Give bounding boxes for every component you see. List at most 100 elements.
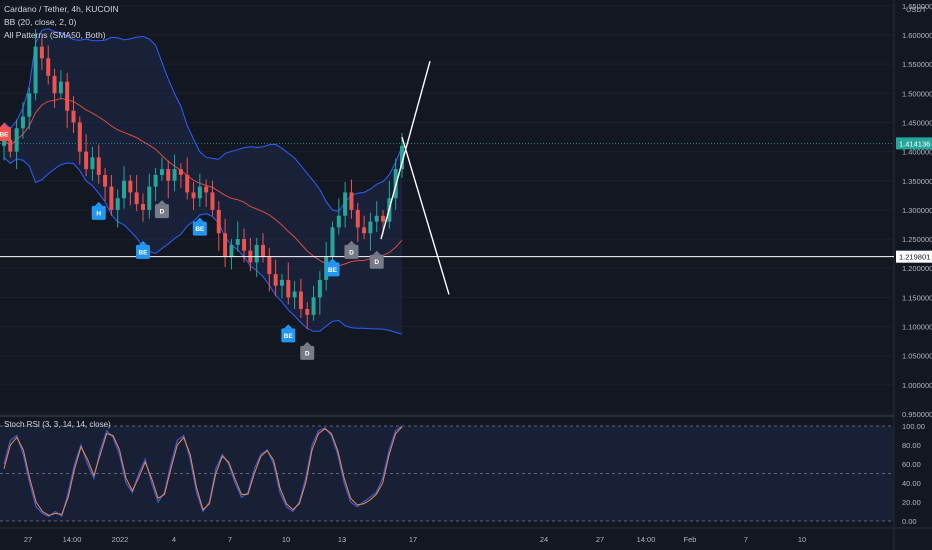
candle-body <box>46 58 51 76</box>
candle-body <box>204 186 209 193</box>
candle-body <box>298 291 303 310</box>
candle-body <box>197 186 202 199</box>
candle-body <box>191 192 196 199</box>
candle-body <box>8 139 13 152</box>
time-tick-label: 13 <box>338 535 346 544</box>
candle-body <box>39 46 44 59</box>
pattern-tag-label: D <box>305 350 310 357</box>
candle-body <box>374 215 379 222</box>
time-tick-label: 7 <box>228 535 232 544</box>
pattern-tag-label: H <box>96 210 101 217</box>
price-tick-label: 1.000000 <box>902 381 932 390</box>
pattern-tag-arrow <box>94 201 103 206</box>
pattern-tag: H <box>91 201 106 220</box>
pattern-tag: D <box>300 341 315 360</box>
pattern-tag: BE <box>192 217 207 236</box>
bb-legend[interactable]: BB (20, close, 2, 0) <box>4 17 77 27</box>
rsi-tick-label: 100.00 <box>902 422 925 431</box>
bb-fill <box>4 28 402 335</box>
pattern-tag: BE <box>0 122 11 141</box>
pattern-tag-box <box>344 244 359 259</box>
pattern-tag: D <box>344 240 359 259</box>
pattern-tag-arrow <box>303 341 312 346</box>
rsi-legend[interactable]: Stoch RSI (3, 3, 14, 14, close) <box>4 420 111 429</box>
price-tick-label: 0.950000 <box>902 410 932 419</box>
patterns-legend[interactable]: All Patterns (SMA50, Both) <box>4 30 106 40</box>
candle-body <box>65 81 70 111</box>
candle-body <box>122 180 127 199</box>
candle-body <box>115 198 120 210</box>
candle-body <box>33 46 38 94</box>
rsi-tick-label: 0.00 <box>902 517 917 526</box>
last-price-label: 1.414136 <box>899 139 930 148</box>
trend-line-down <box>401 136 450 295</box>
candle-body <box>235 239 240 245</box>
price-tick-label: 1.250000 <box>902 235 932 244</box>
candle-body <box>147 186 152 210</box>
pattern-tag-box <box>192 221 207 236</box>
level-tag <box>896 250 932 263</box>
time-tick-label: 10 <box>282 535 290 544</box>
candle-body <box>58 81 63 94</box>
candle-body <box>84 151 89 170</box>
price-tick-label: 1.500000 <box>902 89 932 98</box>
pattern-tag-arrow <box>195 217 204 222</box>
price-tick-label: 1.400000 <box>902 148 932 157</box>
rsi-tick-label: 20.00 <box>902 498 921 507</box>
candle-body <box>159 169 164 175</box>
pattern-tags: BE H BE D BE BE D BE D D <box>0 122 384 360</box>
time-tick-label: 2022 <box>112 535 129 544</box>
pattern-tag-box <box>91 205 106 220</box>
stoch-k-line <box>3 425 403 518</box>
candle-body <box>134 192 139 205</box>
currency-label: USDT <box>906 5 927 14</box>
price-tick-label: 1.600000 <box>902 31 932 40</box>
pattern-tag: D <box>154 200 169 219</box>
pattern-tag-box <box>154 204 169 219</box>
candle-body <box>128 180 133 193</box>
candle-body <box>381 215 386 222</box>
candle-body <box>77 122 82 152</box>
pattern-tag: BE <box>135 240 150 259</box>
time-axis[interactable]: 27 14:00 2022 4 7 10 13 17 24 27 14:00 Feb 7 10 <box>24 535 806 544</box>
price-tick-label: 1.350000 <box>902 177 932 186</box>
time-tick-label: 14:00 <box>63 535 82 544</box>
price-tick-label: 1.050000 <box>902 352 932 361</box>
time-tick-label: Feb <box>684 535 697 544</box>
rsi-tick-label: 60.00 <box>902 460 921 469</box>
candle-body <box>210 192 215 210</box>
pattern-tag-arrow <box>284 324 293 329</box>
candle-body <box>2 139 6 146</box>
symbol-legend[interactable]: Cardano / Tether, 4h, KUCOIN <box>4 4 119 14</box>
time-tick-label: 17 <box>409 535 417 544</box>
candlesticks <box>2 29 404 330</box>
pattern-tag-arrow <box>157 200 166 205</box>
time-tick-label: 14:00 <box>637 535 656 544</box>
candle-body <box>229 244 234 257</box>
candle-body <box>223 233 228 257</box>
candle-body <box>286 279 291 298</box>
pattern-tag-arrow <box>138 240 147 245</box>
pattern-tag: D <box>369 250 384 269</box>
candle-body <box>330 227 335 257</box>
rsi-tick-label: 40.00 <box>902 479 921 488</box>
candle-body <box>71 110 76 123</box>
candle-body <box>292 291 297 298</box>
pattern-tag-arrow <box>328 258 337 263</box>
pattern-tag-box <box>0 126 11 141</box>
candle-body <box>279 279 284 286</box>
candle-body <box>242 239 247 251</box>
candle-body <box>343 192 348 216</box>
level-tag-label: 1.219801 <box>899 253 930 262</box>
pattern-tag-box <box>281 328 296 343</box>
candle-body <box>20 116 25 129</box>
candle-body <box>153 174 158 187</box>
price-tick-label: 1.200000 <box>902 264 932 273</box>
candle-body <box>305 309 310 315</box>
price-tick-label: 1.300000 <box>902 206 932 215</box>
pattern-tag: BE <box>281 324 296 343</box>
candle-body <box>273 274 278 286</box>
price-tick-label: 1.550000 <box>902 60 932 69</box>
